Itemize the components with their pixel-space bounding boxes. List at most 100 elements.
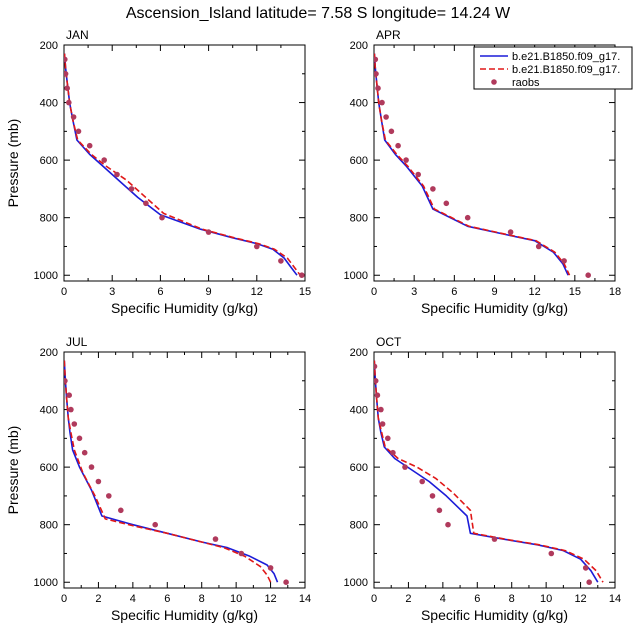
y-tick-label: 200 xyxy=(350,40,368,52)
x-tick-label: 15 xyxy=(569,286,581,298)
y-tick-label: 800 xyxy=(350,213,368,225)
obs-point xyxy=(101,157,107,163)
series-line-dashed xyxy=(64,360,272,583)
series-group xyxy=(64,53,305,279)
obs-point xyxy=(114,171,120,178)
x-axis-label: Specific Humidity (g/kg) xyxy=(111,607,258,623)
y-tick-label: 800 xyxy=(40,213,58,225)
obs-point xyxy=(374,71,379,77)
x-tick-label: 10 xyxy=(540,593,552,605)
obs-point xyxy=(68,406,74,413)
obs-point xyxy=(283,579,289,585)
obs-point xyxy=(388,128,395,135)
panel-jul: JUL 0 2 4 6 8 10 12 14 200 400 600 800 1000 Specific H… xyxy=(5,335,311,623)
legend-label: b.e21.B1850.f09_g17. xyxy=(512,51,620,63)
y-axis-label: Pressure (mb) xyxy=(5,426,21,515)
x-tick-label: 2 xyxy=(405,593,411,605)
panel-jan: JAN 0 3 6 9 12 15 200 400 600 800 1000 Specific Humi… xyxy=(5,28,311,316)
obs-point xyxy=(66,392,72,399)
obs-point xyxy=(383,114,389,120)
series-line-solid xyxy=(374,360,599,583)
obs-point xyxy=(374,378,379,384)
y-tick-label: 1000 xyxy=(344,577,368,589)
x-tick-label: 12 xyxy=(529,286,541,298)
obs-point xyxy=(402,464,408,470)
obs-point xyxy=(419,478,426,485)
plot-frame xyxy=(63,351,306,589)
obs-point xyxy=(374,56,379,63)
x-tick-label: 15 xyxy=(299,286,311,298)
x-tick-label: 18 xyxy=(609,286,621,298)
obs-point xyxy=(64,56,68,63)
obs-point xyxy=(267,565,274,571)
obs-point xyxy=(70,114,77,120)
panel-label: APR xyxy=(376,28,401,42)
series-line-dashed xyxy=(374,360,604,583)
x-tick-label: 3 xyxy=(109,286,115,298)
obs-point xyxy=(212,536,219,542)
obs-point xyxy=(582,565,589,571)
x-tick-label: 14 xyxy=(299,593,311,605)
obs-point xyxy=(430,186,436,192)
x-tick-label: 9 xyxy=(491,286,497,298)
x-axis-label: Specific Humidity (g/kg) xyxy=(111,300,258,316)
obs-point xyxy=(403,157,409,163)
y-tick-label: 600 xyxy=(40,155,58,167)
obs-point xyxy=(88,464,95,470)
x-tick-label: 6 xyxy=(157,286,163,298)
x-tick-label: 12 xyxy=(251,286,263,298)
legend-label: raobs xyxy=(512,77,540,89)
series-group xyxy=(374,53,591,279)
y-tick-label: 400 xyxy=(350,405,368,417)
y-tick-label: 1000 xyxy=(344,270,368,282)
obs-point xyxy=(66,99,72,106)
x-tick-label: 3 xyxy=(411,286,417,298)
y-tick-label: 400 xyxy=(40,405,58,417)
obs-point xyxy=(238,550,245,557)
obs-point xyxy=(443,200,450,207)
obs-point xyxy=(378,406,384,413)
obs-point xyxy=(86,142,93,149)
x-tick-label: 0 xyxy=(371,593,377,605)
obs-point xyxy=(548,550,555,557)
x-tick-label: 8 xyxy=(199,593,205,605)
obs-point xyxy=(81,449,88,456)
obs-point xyxy=(374,363,378,370)
y-tick-label: 1000 xyxy=(34,577,58,589)
y-axis-label: Pressure (mb) xyxy=(5,119,21,208)
obs-point xyxy=(415,171,422,178)
obs-point xyxy=(436,507,443,514)
y-tick-label: 1000 xyxy=(34,270,58,282)
x-tick-label: 9 xyxy=(206,286,212,298)
x-tick-label: 12 xyxy=(574,593,586,605)
x-tick-label: 4 xyxy=(130,593,136,605)
series-line-solid xyxy=(64,360,279,583)
obs-point xyxy=(205,229,212,235)
obs-point xyxy=(64,71,69,77)
x-tick-label: 4 xyxy=(440,593,446,605)
plot-frame xyxy=(373,351,616,589)
obs-point xyxy=(64,85,70,91)
series-line-solid xyxy=(64,53,298,276)
obs-point xyxy=(118,507,124,514)
obs-point xyxy=(278,258,284,264)
y-tick-label: 800 xyxy=(40,520,58,532)
legend: b.e21.B1850.f09_g17.b.e21.B1850.f09_g17.… xyxy=(473,46,633,90)
obs-point xyxy=(76,435,83,442)
obs-point xyxy=(375,85,381,91)
y-tick-label: 400 xyxy=(350,98,368,110)
obs-point xyxy=(535,243,542,250)
obs-point xyxy=(106,493,112,499)
panel-apr: APR 0 3 6 9 12 15 18 200 400 600 800 1000 Specific Hu… xyxy=(344,28,622,316)
obs-point xyxy=(445,521,451,528)
y-tick-label: 200 xyxy=(350,347,368,359)
obs-point xyxy=(128,186,135,192)
obs-point xyxy=(64,378,68,384)
legend-marker xyxy=(491,79,497,85)
obs-point xyxy=(374,392,381,399)
panel-oct: OCT 0 2 4 6 8 10 12 14 200 400 600 800 1000 Specific H… xyxy=(344,335,622,623)
x-tick-label: 6 xyxy=(451,286,457,298)
series-line-dashed xyxy=(374,53,571,276)
